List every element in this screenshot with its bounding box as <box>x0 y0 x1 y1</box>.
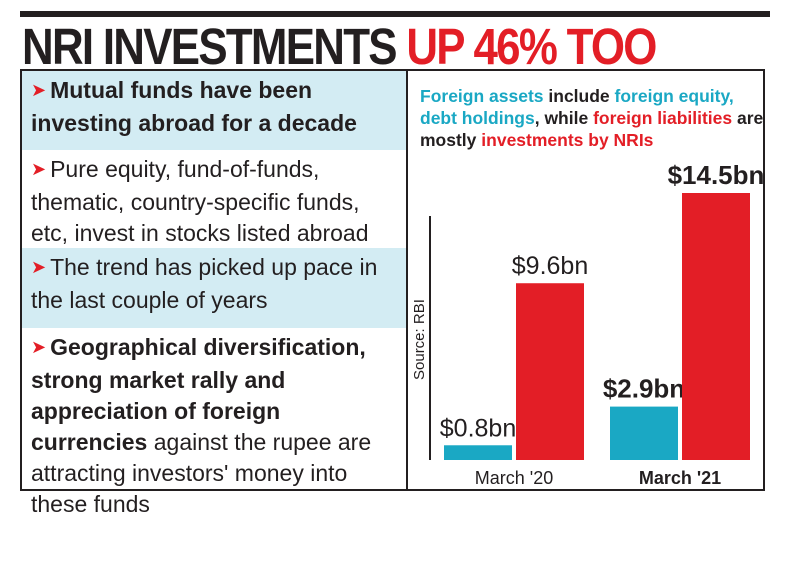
arrow-icon: ➤ <box>31 80 47 100</box>
bullet-point-1: ➤ Mutual funds have been investing abroad… <box>22 71 406 150</box>
intro-text-3: are mostly <box>420 108 764 150</box>
arrow-icon: ➤ <box>31 337 47 357</box>
bullet-point-2: ➤ Pure equity, fund-of-funds, thematic, c… <box>22 150 406 248</box>
bar-s2-1 <box>516 283 584 460</box>
bullet-point-4: ➤ Geographical diversification, strong ma… <box>22 328 406 517</box>
intro-investments-by-nris: investments by NRIs <box>481 130 654 150</box>
arrow-icon: ➤ <box>31 159 47 179</box>
bar-s1-1 <box>444 445 512 460</box>
bullet-text: The trend has picked up pace in the last… <box>31 254 378 313</box>
intro-foreign-assets: Foreign assets <box>420 86 544 106</box>
data-label-s1-2: $2.9bn <box>603 374 685 404</box>
bullet-text: Pure equity, fund-of-funds, thematic, co… <box>31 156 369 246</box>
data-label-s2-2: $14.5bn <box>668 160 765 190</box>
bullet-text: against the rupee are attracting investo… <box>31 429 372 517</box>
bar-s2-2 <box>682 193 750 460</box>
bar-chart: $0.8bn $9.6bn March '20 $2.9bn $14.5bn March … <box>429 160 765 488</box>
headline: NRI INVESTMENTS UP 46% TOO <box>22 18 657 76</box>
x-tick-label-1: March '20 <box>475 468 553 488</box>
bar-s1-2 <box>610 406 678 460</box>
bullet-text-bold: Geographical diversification, strong mar… <box>31 334 366 455</box>
headline-part1: NRI INVESTMENTS <box>22 18 398 75</box>
intro-foreign-liabilities: foreign liabilities <box>593 108 733 128</box>
data-label-s1-1: $0.8bn <box>440 414 516 442</box>
panel-divider <box>406 69 408 491</box>
headline-part2: UP 46% TOO <box>406 18 657 75</box>
data-label-s2-1: $9.6bn <box>512 252 588 280</box>
bullet-point-3: ➤ The trend has picked up pace in the las… <box>22 248 406 328</box>
chart-intro: Foreign assets include foreign equity, d… <box>420 85 765 151</box>
intro-text-2: , while <box>534 108 594 128</box>
x-tick-label-2: March '21 <box>639 468 721 488</box>
bullet-text-bold: Mutual funds have been investing abroad … <box>31 77 357 136</box>
content-panel <box>20 69 765 491</box>
arrow-icon: ➤ <box>31 257 47 277</box>
top-rule <box>20 11 770 17</box>
intro-foreign-equity: foreign equity, debt holdings <box>420 86 734 128</box>
intro-text-1: include <box>543 86 615 106</box>
